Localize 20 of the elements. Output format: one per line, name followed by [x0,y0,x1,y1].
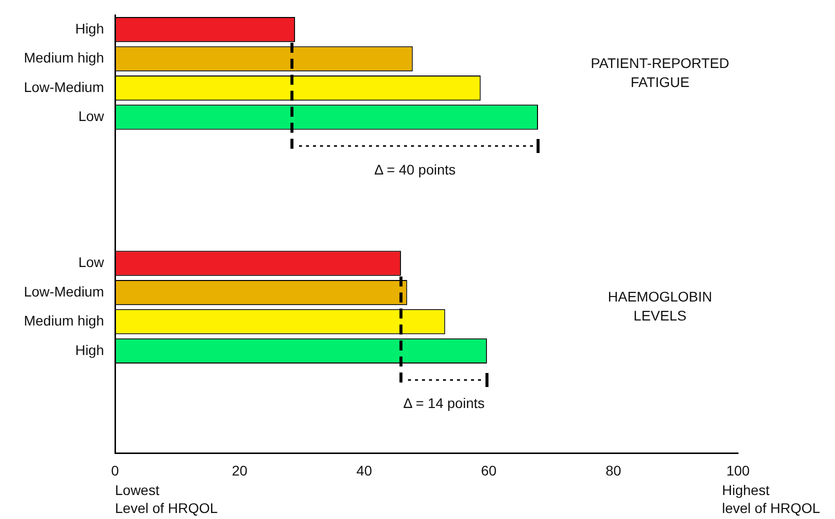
text: Highest level of HRQOL [722,482,820,516]
y-tick-label: Medium high [24,312,104,329]
y-tick-label: Low-Medium [24,283,104,300]
text: Lowest Level of HRQOL [115,482,218,516]
annotation: Δ = 14 points [403,395,485,412]
x-tick-label: 60 [481,462,497,478]
y-tick-label: High [75,342,104,358]
annotation: HAEMOGLOBIN LEVELS [608,288,712,324]
y-tick-label: Low-Medium [24,78,104,95]
x-tick-label: 20 [232,462,248,478]
y-tick-label: High [75,20,104,36]
x-tick-label: 80 [606,462,622,478]
x-tick-label: 40 [356,462,372,478]
y-tick-label: Low [78,254,105,270]
y-tick-label: Low [78,108,105,124]
x-tick-label: 0 [111,462,120,478]
y-tick-label: Medium high [24,50,104,66]
annotation: PATIENT-REPORTED FATIGUE [590,54,730,90]
annotation: Δ = 40 points [374,161,456,178]
x-tick-label: 100 [726,462,750,478]
